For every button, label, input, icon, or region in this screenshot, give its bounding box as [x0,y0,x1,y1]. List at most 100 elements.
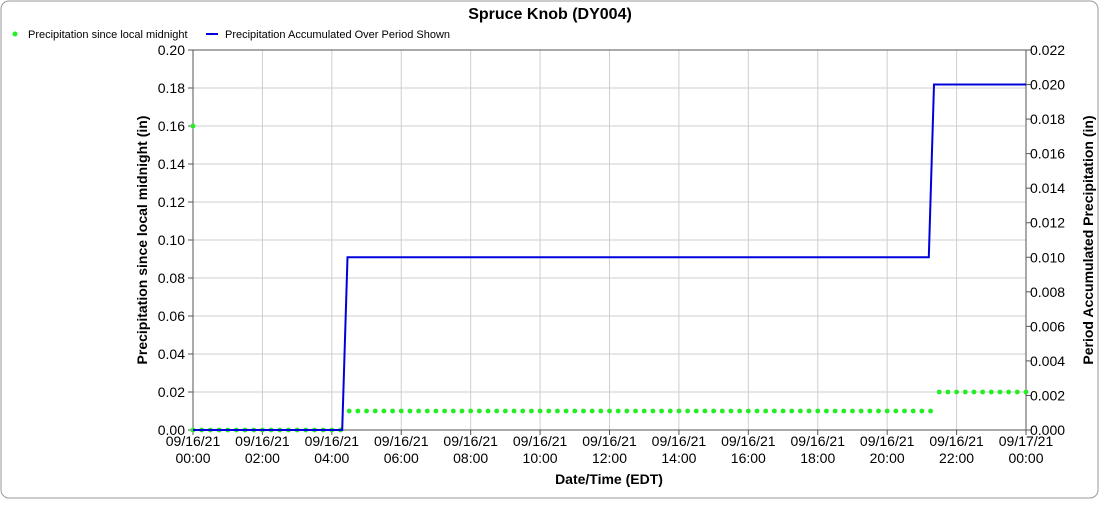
series-point-midnight [346,408,352,414]
x-tick-label-date: 09/16/21 [235,433,290,449]
series-point-midnight [511,408,517,414]
series-point-midnight [502,408,508,414]
y-left-tick-label: 0.12 [158,194,185,210]
legend-label-accumulated: Precipitation Accumulated Over Period Sh… [225,29,450,41]
series-point-midnight [589,408,595,414]
series-point-midnight [745,408,751,414]
y-right-tick-label: 0.012 [1030,215,1065,231]
x-tick-label-time: 02:00 [245,450,280,466]
x-tick-label-time: 16:00 [731,450,766,466]
y-axis-right-ticks: 0.000 0.002 0.004 0.006 0.008 0.010 0.012 0.014… [1026,42,1065,438]
x-axis-title: Date/Time (EDT) [555,471,663,487]
y-right-tick-label: 0.018 [1030,111,1065,127]
x-tick-label-date: 09/16/21 [791,433,846,449]
series-point-midnight [780,408,786,414]
x-tick-label-time: 22:00 [939,450,974,466]
y-left-tick-label: 0.18 [158,80,185,96]
series-point-midnight [789,408,795,414]
x-tick-label-date: 09/16/21 [582,433,637,449]
series-point-midnight [676,408,682,414]
series-point-midnight [615,408,621,414]
y-axis-right-title: Period Accumulated Precipitation (in) [1080,115,1096,364]
chart-title: Spruce Knob (DY004) [468,6,632,23]
x-tick-label-date: 09/16/21 [860,433,915,449]
series-point-midnight [754,408,760,414]
x-tick-label-time: 00:00 [175,450,210,466]
series-point-midnight [771,408,777,414]
series-point-midnight [650,408,656,414]
series-point-midnight [928,408,933,414]
series-point-midnight [693,408,699,414]
y-right-tick-label: 0.010 [1030,249,1065,265]
x-tick-label-time: 10:00 [523,450,558,466]
x-tick-label-time: 04:00 [314,450,349,466]
series-point-midnight [962,389,968,395]
series-point-midnight [988,389,994,395]
series-point-midnight [355,408,361,414]
series-point-midnight [555,408,560,414]
y-right-tick-label: 0.016 [1030,146,1065,162]
x-tick-label-time: 08:00 [453,450,488,466]
y-right-tick-label: 0.022 [1030,42,1065,58]
series-line-accumulated [193,83,1026,431]
y-right-tick-label: 0.004 [1030,353,1065,369]
series-point-midnight [450,408,456,414]
series-point-midnight [537,408,543,414]
x-tick-label-time: 20:00 [870,450,905,466]
x-tick-label-time: 14:00 [661,450,696,466]
y-right-tick-label: 0.014 [1030,180,1065,196]
series-point-midnight [797,408,803,414]
series-point-midnight [372,408,378,414]
series-point-midnight [546,408,552,414]
legend-dot-midnight-icon [12,31,18,37]
series-point-midnight [442,408,448,414]
series-point-midnight [711,408,717,414]
series-point-midnight [719,408,725,414]
series-point-midnight [980,389,986,395]
x-tick-label-time: 12:00 [592,450,627,466]
y-axis-left-title: Precipitation since local midnight (in) [134,116,150,365]
series-point-midnight [468,408,474,414]
y-right-tick-label: 0.002 [1030,387,1065,403]
x-tick-label-date: 09/16/21 [305,433,360,449]
series-point-midnight [667,408,673,414]
series-point-midnight [997,389,1003,395]
y-left-tick-label: 0.20 [158,42,185,58]
series-point-midnight [390,408,395,414]
series-point-midnight [1023,389,1029,395]
grid [192,49,1027,431]
x-tick-label-date: 09/16/21 [513,433,568,449]
series-point-midnight [945,389,951,395]
series-point-midnight [381,408,387,414]
x-tick-label-time: 00:00 [1008,450,1043,466]
series-point-midnight [494,408,500,414]
series-point-midnight [858,408,864,414]
y-right-tick-label: 0.020 [1030,77,1065,93]
x-tick-label-date: 09/16/21 [374,433,429,449]
y-left-tick-label: 0.16 [158,118,185,134]
series-point-midnight [832,408,838,414]
x-tick-label-date: 09/16/21 [443,433,498,449]
series-point-midnight [815,408,821,414]
series-point-midnight [1006,389,1012,395]
y-left-tick-label: 0.02 [158,384,185,400]
x-tick-label-time: 18:00 [800,450,835,466]
x-tick-label-date: 09/16/21 [929,433,984,449]
series-point-midnight [407,408,413,414]
series-point-midnight [641,408,647,414]
series-layer [190,83,1029,433]
x-tick-label-date: 09/16/21 [652,433,707,449]
legend-label-midnight: Precipitation since local midnight [28,29,188,41]
series-point-midnight [572,408,578,414]
series-point-midnight [520,408,526,414]
series-point-midnight [876,408,881,414]
series-point-midnight [485,408,491,414]
series-point-midnight [459,408,465,414]
y-left-tick-label: 0.00 [158,422,185,438]
series-point-midnight [728,408,734,414]
y-left-tick-label: 0.10 [158,232,185,248]
x-axis-ticks: 09/16/2100:0009/16/2102:0009/16/2104:000… [166,430,1053,466]
